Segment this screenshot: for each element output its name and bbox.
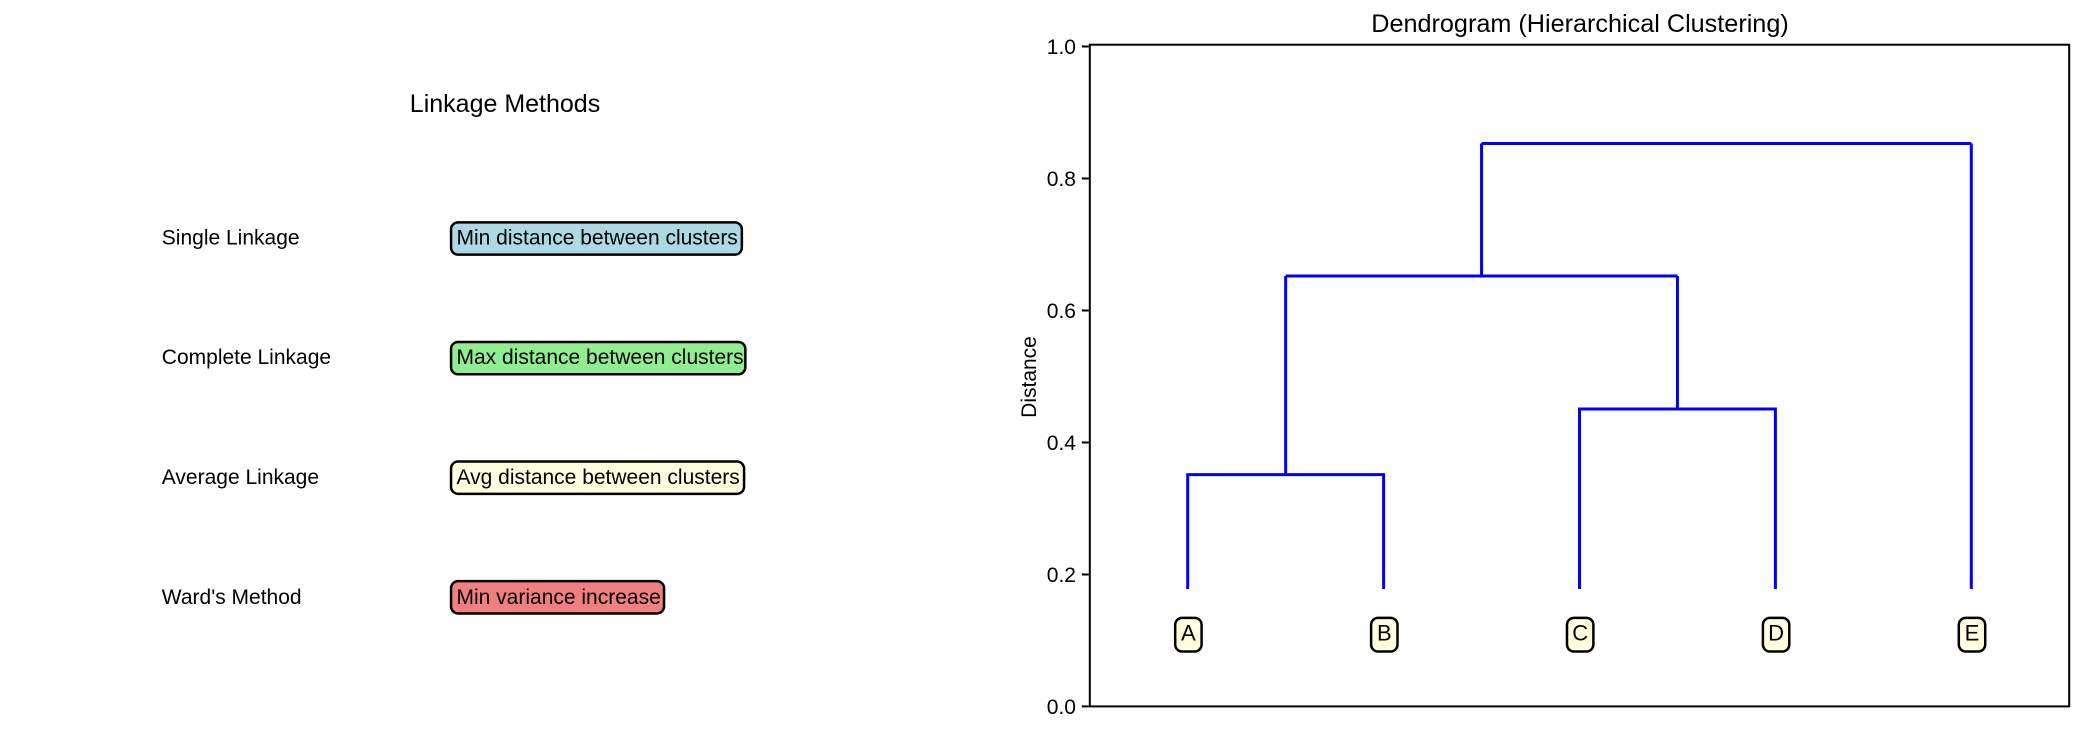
svg-text:0.0: 0.0: [1047, 696, 1076, 719]
svg-text:D: D: [1768, 621, 1784, 646]
svg-text:B: B: [1377, 621, 1392, 646]
svg-text:Min variance increase: Min variance increase: [457, 586, 661, 609]
svg-text:E: E: [1965, 621, 1980, 646]
svg-text:0.8: 0.8: [1047, 168, 1076, 191]
svg-text:Max distance between clusters: Max distance between clusters: [457, 346, 744, 369]
svg-text:1.0: 1.0: [1047, 36, 1076, 59]
svg-text:Distance: Distance: [1018, 336, 1041, 418]
svg-text:Complete Linkage: Complete Linkage: [162, 346, 331, 369]
svg-text:0.4: 0.4: [1047, 432, 1077, 455]
svg-text:Ward's Method: Ward's Method: [162, 586, 302, 609]
svg-text:Min distance between clusters: Min distance between clusters: [457, 227, 738, 250]
svg-text:Single Linkage: Single Linkage: [162, 227, 300, 250]
svg-text:Average Linkage: Average Linkage: [162, 466, 319, 489]
svg-text:Avg distance between clusters: Avg distance between clusters: [457, 466, 740, 489]
svg-text:A: A: [1181, 621, 1196, 646]
svg-text:Linkage Methods: Linkage Methods: [410, 90, 600, 118]
svg-text:0.6: 0.6: [1047, 300, 1076, 323]
svg-text:0.2: 0.2: [1047, 564, 1076, 587]
svg-text:C: C: [1572, 621, 1588, 646]
svg-text:Dendrogram (Hierarchical Clust: Dendrogram (Hierarchical Clustering): [1371, 10, 1789, 38]
